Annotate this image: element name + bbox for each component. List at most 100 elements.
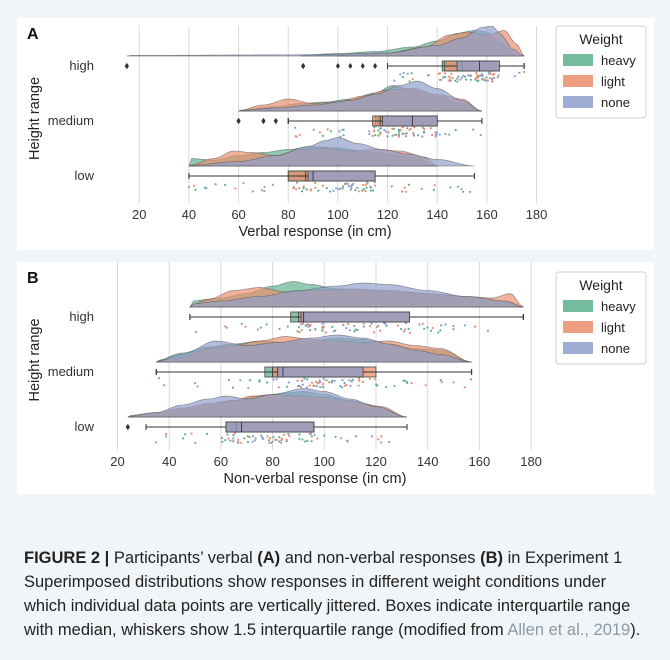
data-point-light [523, 70, 526, 74]
data-point-heavy [408, 80, 411, 83]
data-point-none [251, 440, 254, 443]
data-point-light [373, 184, 377, 187]
data-point-light [314, 181, 317, 184]
data-point-none [346, 440, 349, 443]
data-point-none [232, 440, 235, 443]
legend-label-none: none [601, 95, 630, 110]
data-point-light [294, 135, 297, 138]
legend-swatch-light [563, 321, 593, 333]
data-point-none [493, 76, 496, 80]
data-point-light [300, 329, 303, 332]
data-point-none [280, 439, 283, 442]
data-point-none [488, 72, 491, 75]
data-point-none [444, 132, 447, 136]
data-point-light [321, 382, 324, 386]
data-point-none [339, 385, 342, 388]
data-point-light [190, 432, 193, 435]
data-point-light [277, 386, 280, 389]
data-point-light [380, 435, 383, 438]
data-point-light [448, 76, 451, 79]
data-point-light [433, 184, 436, 187]
data-point-light [300, 386, 303, 389]
data-point-heavy [325, 186, 328, 190]
data-point-heavy [456, 80, 459, 83]
y-tick-label: medium [48, 113, 94, 128]
data-point-none [298, 384, 301, 387]
data-point-heavy [267, 439, 270, 442]
data-point-none [449, 79, 452, 82]
data-point-none [242, 182, 245, 185]
caption-citation-link[interactable]: Allen et al., 2019 [507, 621, 631, 639]
data-point-none [261, 436, 264, 439]
data-point-light [368, 377, 371, 380]
data-point-none [321, 322, 324, 325]
data-point-light [279, 441, 282, 444]
data-point-heavy [265, 323, 268, 326]
data-point-heavy [309, 329, 312, 332]
data-point-none [240, 322, 243, 325]
data-point-heavy [353, 330, 356, 333]
box-none [456, 60, 500, 72]
data-point-none [262, 437, 265, 440]
data-point-none [481, 77, 484, 80]
data-point-light [266, 435, 269, 438]
data-point-light [361, 380, 364, 384]
data-point-none [341, 128, 344, 131]
data-point-heavy [300, 190, 304, 193]
data-point-heavy [361, 189, 364, 192]
data-point-light [311, 381, 314, 384]
data-point-light [362, 183, 365, 187]
data-point-heavy [439, 329, 442, 332]
panel-letter: A [27, 26, 39, 43]
data-point-heavy [429, 329, 433, 332]
data-point-heavy [398, 130, 401, 133]
y-axis-label: Height range [27, 318, 43, 401]
data-point-none [254, 437, 257, 440]
data-point-light [440, 380, 443, 383]
data-point-none [293, 126, 297, 129]
data-point-heavy [321, 385, 324, 389]
data-point-light [443, 72, 447, 75]
data-point-heavy [342, 134, 345, 137]
data-point-light [244, 325, 247, 328]
data-point-light [404, 132, 407, 135]
legend-title: Weight [579, 31, 622, 47]
data-point-light [372, 331, 375, 334]
data-point-heavy [343, 381, 346, 385]
data-point-heavy [371, 189, 375, 192]
data-point-heavy [407, 183, 411, 186]
outlier-marker [335, 63, 340, 69]
figure-caption: FIGURE 2 | Participants’ verbal (A) and … [24, 546, 650, 642]
data-point-none [368, 130, 371, 133]
data-point-none [341, 379, 344, 382]
data-point-heavy [157, 377, 161, 380]
data-point-light [256, 328, 259, 331]
data-point-light [233, 432, 236, 435]
x-tick-label: 40 [162, 454, 176, 469]
data-point-heavy [331, 325, 334, 328]
data-point-heavy [354, 189, 357, 192]
data-point-heavy [231, 386, 234, 389]
data-point-none [379, 127, 382, 130]
density-cloud-none [126, 25, 525, 57]
data-point-heavy [317, 189, 320, 192]
outlier-marker [124, 63, 129, 69]
data-point-none [393, 79, 396, 82]
x-tick-label: 160 [469, 454, 491, 469]
panel-b: 20 40 60 80 100 120 140 160 180 Non-verbal respon… [17, 262, 654, 494]
data-point-heavy [246, 441, 249, 444]
data-point-heavy [229, 439, 232, 442]
y-tick-label: low [74, 419, 94, 434]
x-tick-label: 100 [313, 454, 335, 469]
outlier-marker [236, 118, 241, 124]
data-point-heavy [206, 432, 209, 435]
data-point-heavy [224, 439, 227, 442]
data-point-light [194, 441, 197, 444]
data-point-heavy [351, 378, 354, 381]
data-point-none [164, 435, 168, 438]
data-point-light [248, 435, 251, 438]
outlier-marker [348, 63, 353, 69]
x-tick-label: 20 [132, 207, 146, 222]
data-point-none [362, 325, 365, 328]
x-tick-label: 80 [281, 207, 295, 222]
